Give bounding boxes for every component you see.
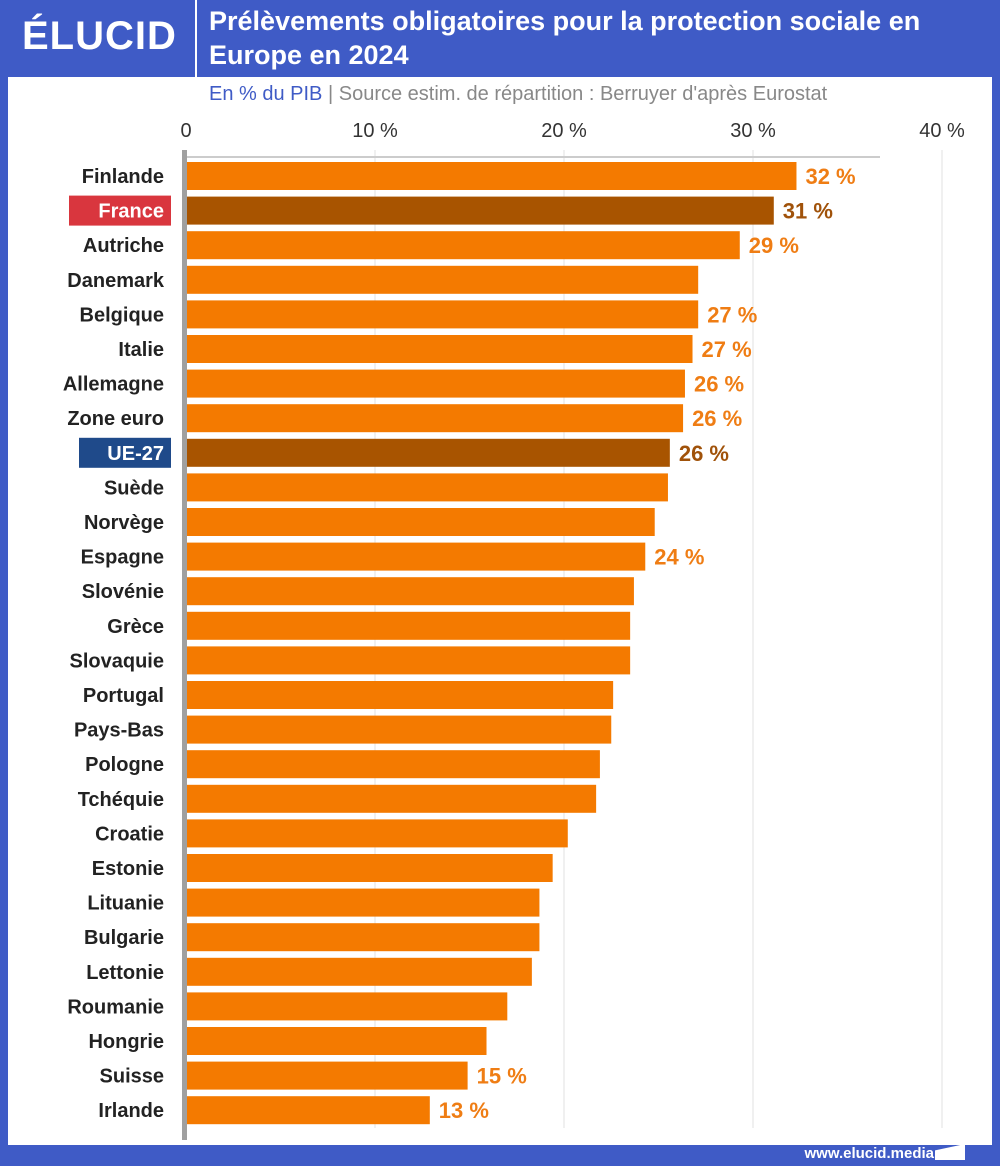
category-label: Lituanie [87, 893, 164, 915]
category-label: Suède [104, 477, 164, 499]
bar-zone euro [186, 404, 684, 433]
x-tick-label: 20 % [541, 120, 587, 142]
bar-lituanie [186, 888, 540, 917]
category-label: Finlande [82, 166, 164, 188]
bar-france [186, 196, 774, 225]
bar-lettonie [186, 957, 532, 986]
data-label: 13 % [439, 1098, 489, 1123]
elucid-logo: ÉLUCID [22, 14, 177, 58]
category-label: France [98, 201, 164, 223]
data-label: 32 % [805, 164, 855, 189]
bar-tchéquie [186, 784, 597, 813]
subtitle-separator: | [327, 83, 334, 105]
category-label: Pays-Bas [74, 720, 164, 742]
category-label: Belgique [80, 304, 164, 326]
bar-suisse [186, 1061, 468, 1090]
chart-title: Prélèvements obligatoires pour la protec… [209, 6, 921, 70]
bar-italie [186, 335, 693, 363]
bar-estonie [186, 854, 553, 882]
bar-pologne [186, 750, 600, 779]
bar-roumanie [186, 992, 508, 1021]
bar-norvège [186, 508, 655, 536]
bar-grèce [186, 611, 631, 640]
data-label: 31 % [783, 199, 833, 224]
category-label: Roumanie [67, 996, 164, 1018]
bar-belgique [186, 300, 699, 329]
category-label: Hongrie [88, 1031, 164, 1053]
category-label: Espagne [81, 547, 164, 569]
data-label: 27 % [702, 337, 752, 362]
bar-hongrie [186, 1027, 487, 1055]
category-badge [79, 437, 171, 468]
header-divider [195, 0, 197, 77]
bar-suède [186, 473, 668, 502]
data-label: 29 % [749, 233, 799, 258]
data-label: 27 % [707, 302, 757, 327]
x-tick-label: 30 % [730, 120, 776, 142]
category-label: Suisse [100, 1066, 164, 1088]
y-axis-line [182, 150, 187, 1140]
bar-ue-27 [186, 438, 670, 467]
bar-croatie [186, 819, 568, 848]
category-label: Tchéquie [78, 789, 164, 811]
category-label: UE-27 [107, 443, 164, 465]
category-label: Croatie [95, 823, 164, 845]
subtitle: En % du PIB | Source estim. de répartiti… [209, 83, 827, 106]
bar-autriche [186, 231, 740, 260]
bar-irlande [186, 1096, 430, 1125]
source-label: Source estim. de répartition : Berruyer … [338, 83, 828, 105]
data-label: 15 % [477, 1064, 527, 1089]
category-label: Danemark [67, 270, 165, 292]
category-label: Pologne [85, 754, 164, 776]
x-tick-label: 40 % [919, 120, 965, 142]
bar-allemagne [186, 369, 685, 398]
bar-espagne [186, 542, 646, 571]
bar-finlande [186, 162, 797, 190]
bar-bulgarie [186, 923, 540, 952]
category-label: Slovénie [82, 581, 164, 603]
bar-portugal [186, 681, 614, 709]
unit-label: En % du PIB [209, 83, 323, 105]
x-tick-label: 10 % [352, 120, 398, 142]
category-label: Bulgarie [84, 927, 164, 949]
category-label: Zone euro [67, 408, 164, 430]
data-label: 26 % [692, 406, 742, 431]
data-label: 26 % [694, 372, 744, 397]
category-label: Norvège [84, 512, 164, 534]
footer-url[interactable]: www.elucid.media [804, 1145, 934, 1162]
category-label: Slovaquie [70, 650, 164, 672]
data-label: 26 % [679, 441, 729, 466]
data-label: 24 % [654, 545, 704, 570]
category-label: Irlande [98, 1100, 164, 1122]
bar-slovénie [186, 577, 634, 606]
category-badge [69, 195, 171, 226]
category-label: Lettonie [86, 962, 164, 984]
bar-pays-bas [186, 715, 612, 744]
category-label: Portugal [83, 685, 164, 707]
bar-slovaquie [186, 646, 631, 675]
category-label: Estonie [92, 858, 164, 880]
x-tick-label: 0 [180, 120, 191, 142]
category-label: Italie [118, 339, 164, 361]
category-label: Autriche [83, 235, 164, 257]
category-label: Grèce [107, 616, 164, 638]
category-label: Allemagne [63, 374, 164, 396]
bar-danemark [186, 265, 699, 294]
